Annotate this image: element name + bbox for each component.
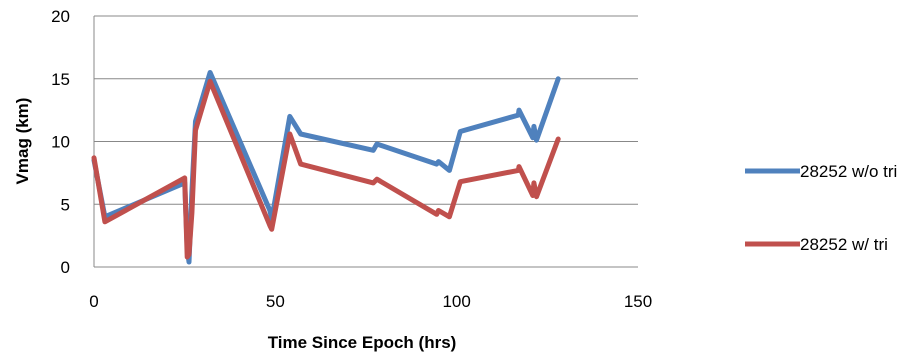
- y-tick-labels: 0 5 10 15 20: [51, 7, 70, 277]
- series-line-1: [91, 70, 561, 265]
- y-tick-label: 5: [61, 195, 70, 214]
- x-tick-label: 50: [266, 292, 285, 311]
- x-tick-label: 100: [442, 292, 470, 311]
- y-tick-label: 10: [51, 133, 70, 152]
- y-tick-label: 15: [51, 70, 70, 89]
- x-axis-title: Time Since Epoch (hrs): [268, 333, 457, 352]
- y-tick-label: 20: [51, 7, 70, 26]
- series-line-2: [91, 78, 561, 260]
- x-tick-label: 0: [89, 292, 98, 311]
- legend: 28252 w/o tri 28252 w/ tri: [745, 162, 897, 254]
- legend-label-series-1: 28252 w/o tri: [800, 162, 897, 181]
- x-tick-labels: 0 50 100 150: [89, 292, 652, 311]
- series-lines: [91, 70, 561, 265]
- y-axis-title: Vmag (km): [13, 98, 32, 185]
- x-tick-label: 150: [624, 292, 652, 311]
- y-tick-label: 0: [61, 258, 70, 277]
- legend-label-series-2: 28252 w/ tri: [800, 235, 888, 254]
